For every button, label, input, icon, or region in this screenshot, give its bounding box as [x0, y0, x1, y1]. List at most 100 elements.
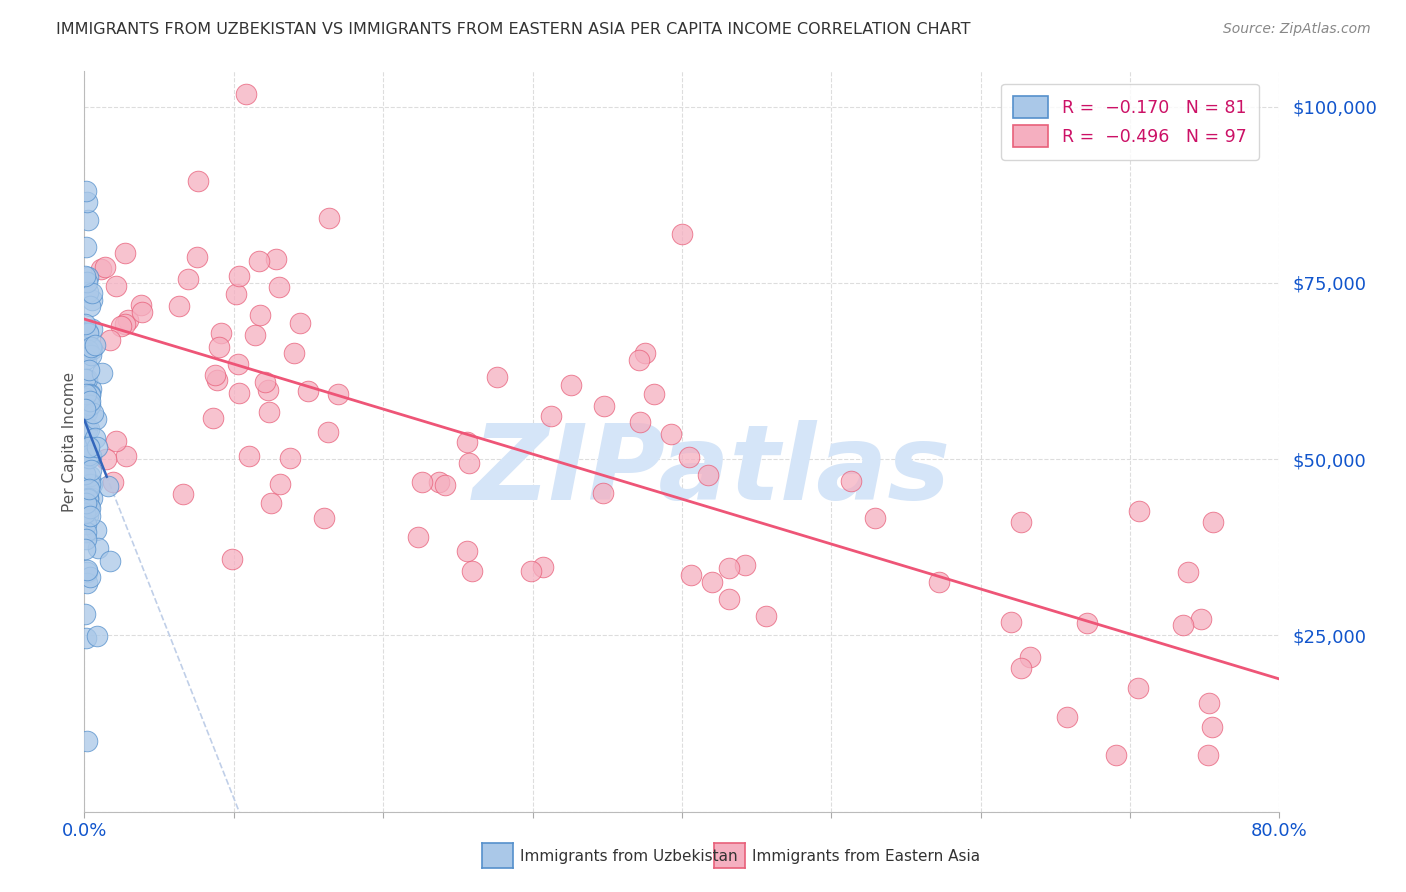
Point — [520, 564, 543, 578]
Point — [228, 385, 250, 400]
Point — [75, 632, 97, 646]
Point — [80, 463, 103, 477]
Point — [104, 278, 127, 293]
Point — [77, 448, 100, 462]
Point — [79, 476, 101, 491]
Point — [77, 446, 100, 460]
Point — [456, 544, 478, 558]
Point — [485, 369, 508, 384]
Point — [114, 317, 136, 331]
Point — [560, 378, 582, 392]
Point — [1019, 650, 1042, 665]
Point — [406, 530, 429, 544]
Point — [643, 387, 665, 401]
Point — [208, 340, 231, 354]
Point — [76, 501, 98, 516]
Point — [76, 734, 98, 748]
Point — [76, 422, 98, 436]
Point — [77, 500, 100, 514]
Text: ZIPatlas: ZIPatlas — [472, 420, 950, 522]
Point — [839, 475, 862, 489]
Point — [94, 451, 117, 466]
Point — [278, 450, 301, 465]
Point — [80, 382, 103, 396]
Point — [697, 467, 720, 482]
Point — [76, 343, 98, 358]
Point — [76, 195, 98, 210]
Point — [433, 478, 456, 492]
Point — [73, 541, 96, 556]
Point — [427, 475, 450, 490]
Point — [243, 327, 266, 342]
Point — [87, 541, 110, 556]
Point — [86, 440, 108, 454]
Point — [114, 246, 136, 260]
Point — [73, 607, 96, 621]
Point — [627, 352, 650, 367]
Point — [249, 309, 271, 323]
Point — [79, 299, 101, 313]
Point — [86, 412, 108, 426]
Point — [1076, 616, 1098, 631]
Point — [97, 479, 120, 493]
Point — [755, 609, 778, 624]
Point — [267, 280, 290, 294]
Point — [531, 560, 554, 574]
Point — [79, 398, 101, 412]
Point — [316, 425, 339, 439]
Text: Source: ZipAtlas.com: Source: ZipAtlas.com — [1223, 22, 1371, 37]
Point — [80, 449, 103, 463]
Point — [76, 576, 98, 591]
Point — [167, 299, 190, 313]
Point — [226, 357, 249, 371]
Point — [76, 326, 98, 340]
Point — [105, 434, 128, 448]
Point — [201, 411, 224, 425]
Point — [1201, 720, 1223, 734]
Point — [717, 561, 740, 575]
Point — [204, 368, 226, 382]
Point — [77, 482, 100, 496]
Point — [75, 533, 97, 547]
Point — [253, 375, 276, 389]
Point — [865, 511, 887, 525]
Point — [75, 525, 97, 540]
Point — [84, 337, 107, 351]
Point — [172, 486, 194, 500]
Point — [209, 326, 232, 340]
Point — [90, 261, 112, 276]
Point — [79, 501, 101, 516]
Point — [76, 565, 98, 579]
Point — [80, 340, 103, 354]
Point — [117, 312, 139, 326]
Point — [79, 469, 101, 483]
Point — [1189, 612, 1212, 626]
Point — [79, 393, 101, 408]
Point — [318, 211, 340, 225]
Point — [238, 449, 260, 463]
Point — [411, 475, 433, 489]
Point — [103, 475, 125, 489]
Point — [1000, 615, 1022, 629]
Point — [84, 523, 107, 537]
Point — [592, 400, 614, 414]
Point — [461, 564, 484, 578]
Point — [77, 439, 100, 453]
Text: Immigrants from Uzbekistan: Immigrants from Uzbekistan — [520, 849, 738, 863]
Point — [1197, 748, 1219, 763]
Point — [98, 554, 121, 568]
Point — [1056, 710, 1078, 724]
Point — [82, 405, 104, 419]
Point — [77, 269, 100, 284]
Point — [77, 397, 100, 411]
Point — [205, 373, 228, 387]
Point — [76, 563, 98, 577]
Point — [1202, 516, 1225, 530]
Point — [1010, 661, 1032, 675]
Point — [80, 343, 103, 357]
Point — [269, 477, 291, 491]
Point — [80, 476, 103, 491]
Point — [326, 386, 349, 401]
Point — [75, 386, 97, 401]
Point — [82, 293, 104, 307]
